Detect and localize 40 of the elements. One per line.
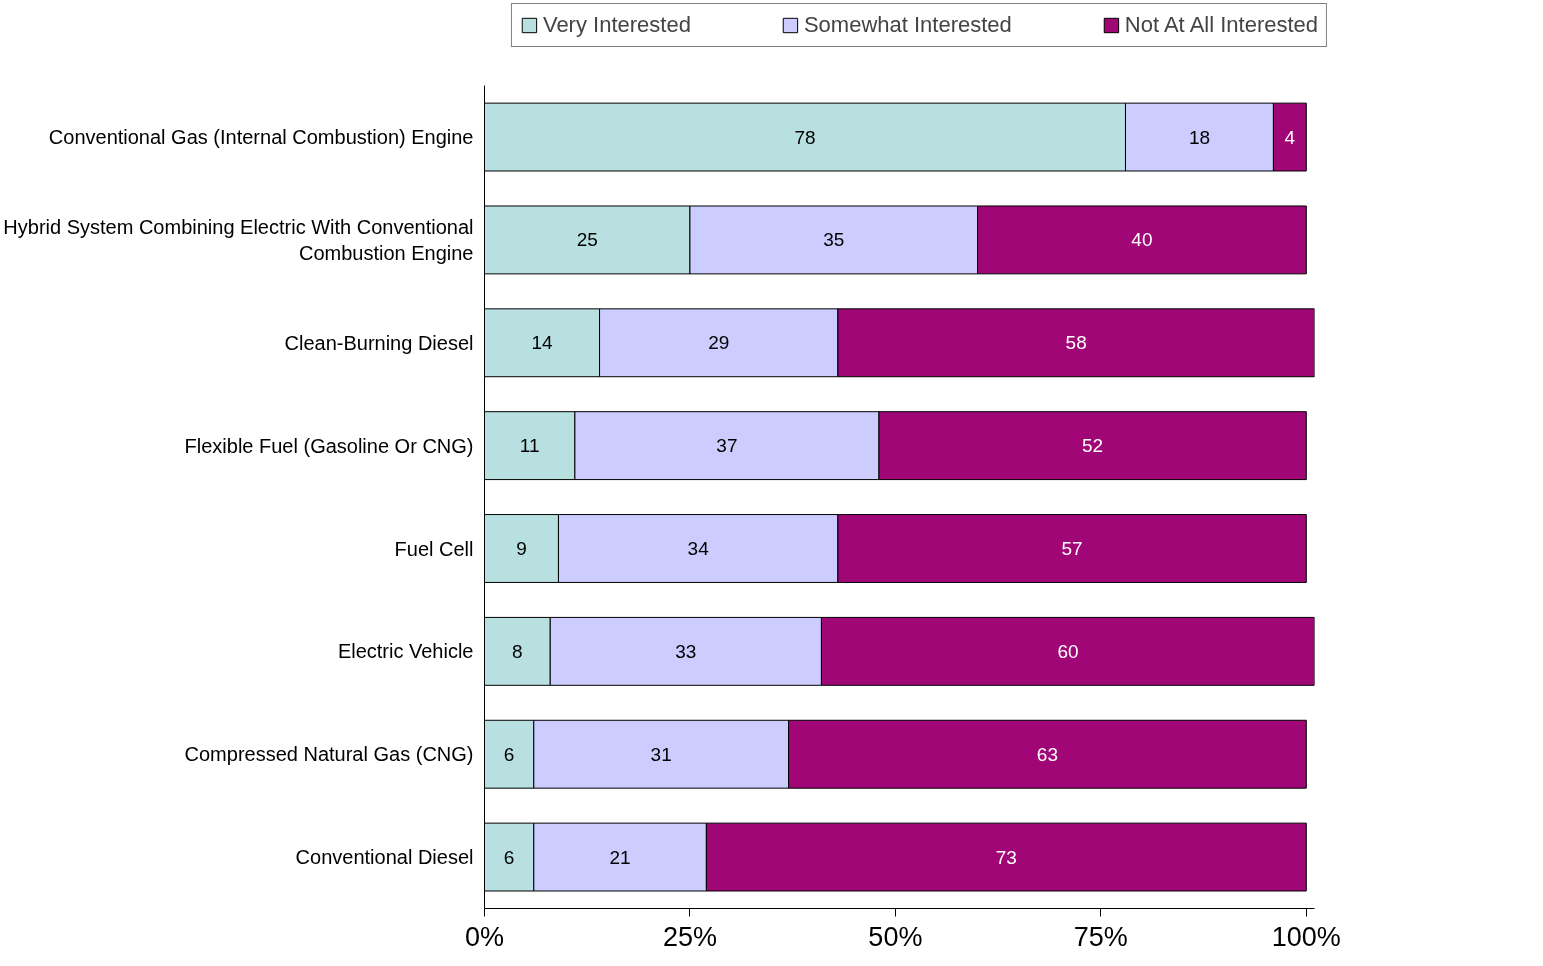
data-label: 29: [708, 332, 730, 354]
data-label: 57: [1061, 538, 1083, 559]
y-tick-label: Clean-Burning Diesel: [284, 331, 474, 354]
data-label: 14: [531, 332, 554, 354]
data-label: 31: [650, 743, 672, 765]
y-tick-label: Electric Vehicle: [337, 640, 474, 663]
data-label: 4: [1284, 126, 1296, 148]
data-label: 25: [576, 229, 598, 251]
data-label: 9: [516, 538, 527, 559]
y-tick-label: Conventional Diesel: [295, 846, 474, 869]
data-label: 18: [1188, 126, 1211, 148]
data-label: 78: [794, 126, 816, 148]
y-tick-label: Compressed Natural Gas (CNG): [184, 743, 474, 766]
x-tick-label: 75%: [1073, 921, 1128, 952]
data-label: 33: [675, 640, 697, 662]
data-label: 21: [609, 846, 631, 868]
data-label: 52: [1082, 435, 1104, 457]
x-tick-label: 100%: [1271, 921, 1341, 952]
data-label: 6: [503, 846, 515, 868]
data-label: 58: [1065, 332, 1087, 354]
data-label: 60: [1057, 640, 1079, 662]
y-tick-label: Hybrid System Combining Electric With Conventional Combustion Engine: [3, 215, 474, 265]
data-label: 6: [503, 743, 515, 765]
data-label: 35: [823, 229, 845, 251]
y-tick-label: Flexible Fuel (Gasoline Or CNG): [184, 434, 474, 457]
data-label: 11: [519, 435, 540, 457]
data-label: 63: [1036, 743, 1058, 765]
y-tick-label: Conventional Gas (Internal Combustion) Engine: [48, 126, 474, 149]
y-tick-label: Fuel Cell: [394, 537, 474, 560]
legend-label: Very Interested: [542, 11, 691, 38]
data-label: 37: [716, 435, 738, 457]
legend-label: Somewhat Interested: [803, 11, 1012, 38]
x-tick-label: 50%: [868, 921, 923, 952]
data-label: 73: [995, 846, 1017, 868]
data-label: 8: [512, 640, 523, 662]
legend-label: Not At All Interested: [1124, 11, 1319, 38]
data-label: 34: [687, 538, 710, 559]
x-tick-label: 25%: [662, 921, 717, 952]
x-tick-label: 0%: [464, 921, 505, 952]
data-label: 40: [1131, 229, 1153, 251]
